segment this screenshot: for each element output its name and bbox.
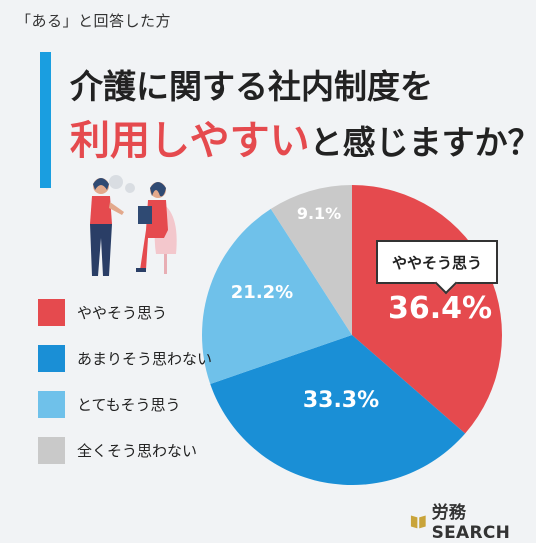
legend-swatch bbox=[38, 298, 65, 326]
chart-title-rest: と感じますか？ bbox=[309, 123, 536, 162]
pie-data-label: 21.2% bbox=[231, 282, 293, 303]
legend-item: 全くそう思わない bbox=[38, 436, 212, 464]
book-icon bbox=[410, 514, 426, 528]
pie-data-label: 9.1% bbox=[297, 204, 341, 223]
brand-text: 労務SEARCH bbox=[431, 503, 511, 543]
pie-slice bbox=[210, 335, 466, 485]
callout-label: ややそう思う bbox=[376, 240, 498, 284]
chart-subtitle: 「ある」と回答した方 bbox=[16, 12, 172, 30]
legend-label: 全くそう思わない bbox=[77, 441, 198, 460]
chart-title-highlight: 利用しやすい bbox=[70, 118, 310, 164]
legend-label: とてもそう思う bbox=[77, 395, 181, 414]
chart-title-line1: 介護に関する社内制度を bbox=[70, 67, 433, 106]
legend-swatch bbox=[38, 390, 65, 418]
chart-title-line2: 利用しやすいと感じますか？ bbox=[70, 108, 536, 166]
legend-swatch bbox=[38, 344, 65, 372]
legend-label: ややそう思う bbox=[77, 303, 168, 322]
title-accent-bar bbox=[40, 52, 51, 188]
legend-item: あまりそう思わない bbox=[38, 344, 212, 372]
legend-label: あまりそう思わない bbox=[77, 349, 213, 368]
pie-data-label: 33.3% bbox=[303, 388, 379, 413]
pie-slice bbox=[201, 208, 352, 385]
pie-slice bbox=[270, 185, 352, 335]
brand-logo: 労務SEARCH bbox=[410, 498, 536, 543]
people-consultation-illustration bbox=[76, 172, 186, 286]
legend-swatch bbox=[38, 436, 65, 464]
legend-item: ややそう思う bbox=[38, 298, 212, 326]
chart-legend: ややそう思う あまりそう思わない とてもそう思う 全くそう思わない bbox=[38, 298, 212, 482]
legend-item: とてもそう思う bbox=[38, 390, 212, 418]
pie-data-label: 36.4% bbox=[388, 291, 492, 326]
